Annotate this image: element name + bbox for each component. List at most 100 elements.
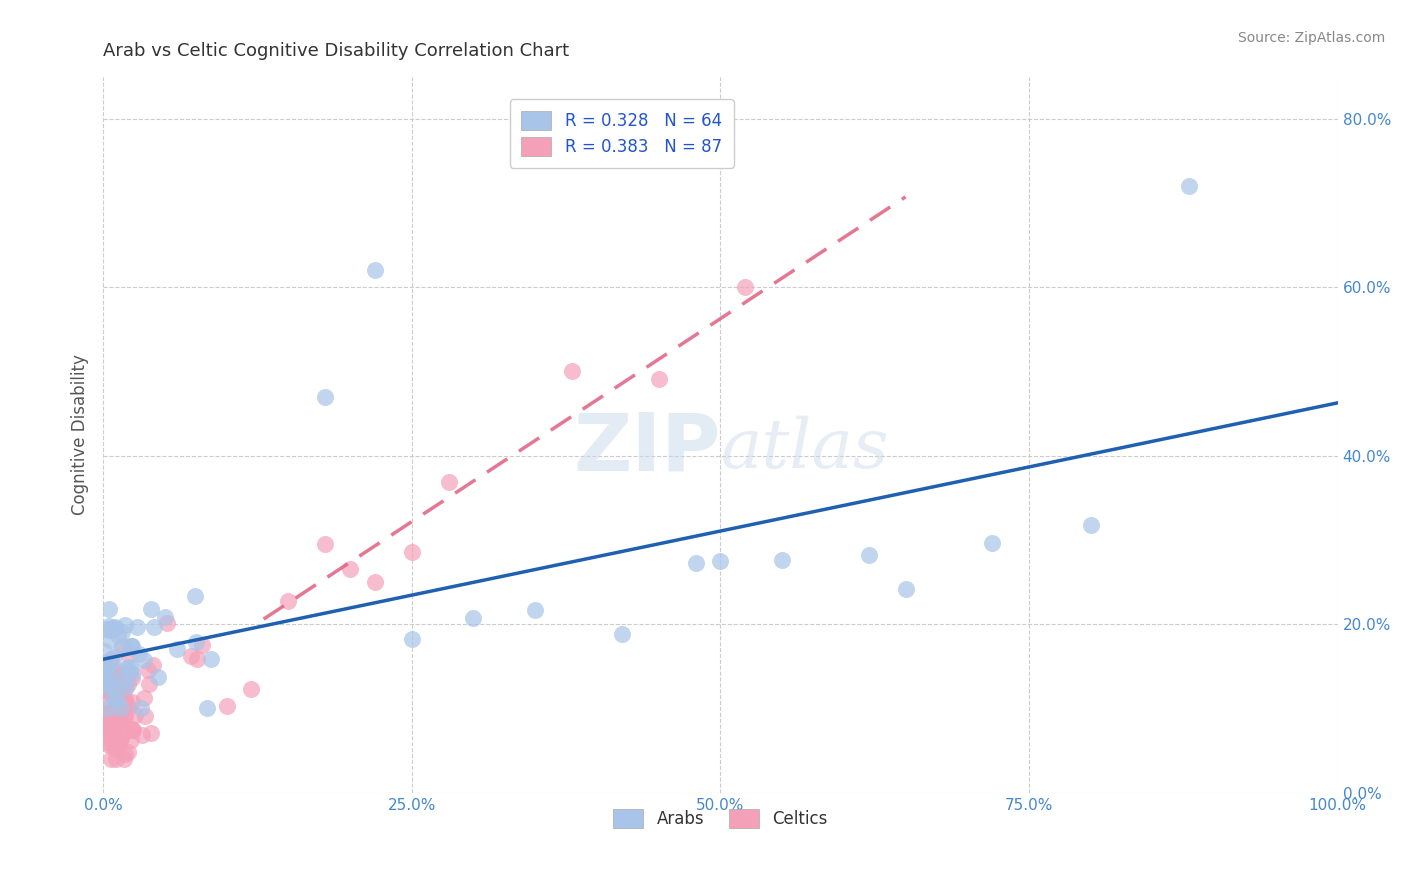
- Point: [103, 681, 125, 696]
- Text: Arab vs Celtic Cognitive Disability Correlation Chart: Arab vs Celtic Cognitive Disability Corr…: [103, 42, 569, 60]
- Point: [107, 738, 129, 752]
- Point: [111, 679, 134, 693]
- Point: [184, 589, 207, 603]
- Text: Source: ZipAtlas.com: Source: ZipAtlas.com: [1237, 31, 1385, 45]
- Point: [114, 747, 136, 761]
- Point: [94, 685, 117, 699]
- Point: [108, 714, 131, 729]
- Point: [180, 648, 202, 663]
- Point: [104, 741, 127, 756]
- Point: [117, 699, 139, 714]
- Point: [117, 677, 139, 691]
- Point: [112, 725, 135, 739]
- Point: [100, 633, 122, 648]
- Point: [101, 725, 124, 739]
- Point: [139, 602, 162, 616]
- Point: [138, 677, 160, 691]
- Point: [110, 641, 132, 656]
- Point: [314, 537, 336, 551]
- Point: [132, 653, 155, 667]
- Point: [191, 638, 214, 652]
- Point: [93, 722, 115, 736]
- Point: [117, 745, 139, 759]
- Point: [118, 648, 141, 662]
- Point: [156, 615, 179, 630]
- Point: [120, 732, 142, 747]
- Point: [858, 548, 880, 562]
- Point: [115, 662, 138, 676]
- Point: [120, 639, 142, 653]
- Point: [401, 544, 423, 558]
- Point: [101, 719, 124, 733]
- Point: [125, 619, 148, 633]
- Point: [97, 660, 120, 674]
- Point: [103, 665, 125, 679]
- Point: [111, 624, 134, 639]
- Point: [96, 673, 118, 687]
- Point: [101, 671, 124, 685]
- Point: [100, 651, 122, 665]
- Point: [117, 659, 139, 673]
- Point: [114, 618, 136, 632]
- Point: [524, 603, 547, 617]
- Point: [610, 626, 633, 640]
- Point: [437, 475, 460, 490]
- Point: [97, 722, 120, 736]
- Point: [114, 695, 136, 709]
- Point: [114, 691, 136, 706]
- Point: [134, 691, 156, 706]
- Point: [112, 752, 135, 766]
- Point: [1178, 179, 1201, 194]
- Legend: Arabs, Celtics: Arabs, Celtics: [606, 802, 834, 834]
- Point: [166, 642, 188, 657]
- Point: [100, 752, 122, 766]
- Point: [314, 390, 336, 404]
- Point: [1080, 518, 1102, 533]
- Point: [96, 665, 118, 679]
- Point: [105, 693, 128, 707]
- Point: [108, 732, 131, 747]
- Point: [153, 610, 176, 624]
- Point: [184, 635, 207, 649]
- Point: [129, 701, 152, 715]
- Point: [134, 709, 156, 723]
- Point: [463, 610, 485, 624]
- Point: [94, 670, 117, 684]
- Point: [141, 725, 163, 739]
- Point: [143, 620, 166, 634]
- Point: [121, 723, 143, 737]
- Point: [709, 553, 731, 567]
- Point: [114, 680, 136, 694]
- Point: [561, 364, 583, 378]
- Point: [186, 652, 208, 666]
- Point: [93, 644, 115, 658]
- Point: [104, 712, 127, 726]
- Point: [104, 739, 127, 753]
- Point: [93, 707, 115, 722]
- Point: [94, 683, 117, 698]
- Point: [339, 562, 361, 576]
- Point: [93, 657, 115, 672]
- Point: [104, 620, 127, 634]
- Point: [104, 706, 127, 720]
- Point: [121, 639, 143, 653]
- Point: [98, 713, 121, 727]
- Point: [114, 681, 136, 695]
- Point: [107, 666, 129, 681]
- Point: [94, 721, 117, 735]
- Point: [110, 731, 132, 745]
- Point: [98, 619, 121, 633]
- Point: [101, 723, 124, 738]
- Text: atlas: atlas: [720, 416, 889, 483]
- Point: [97, 602, 120, 616]
- Point: [101, 704, 124, 718]
- Point: [100, 732, 122, 747]
- Point: [121, 666, 143, 681]
- Point: [104, 752, 127, 766]
- Point: [124, 707, 146, 722]
- Point: [118, 665, 141, 679]
- Point: [100, 686, 122, 700]
- Point: [110, 714, 132, 728]
- Point: [136, 664, 159, 678]
- Point: [104, 676, 127, 690]
